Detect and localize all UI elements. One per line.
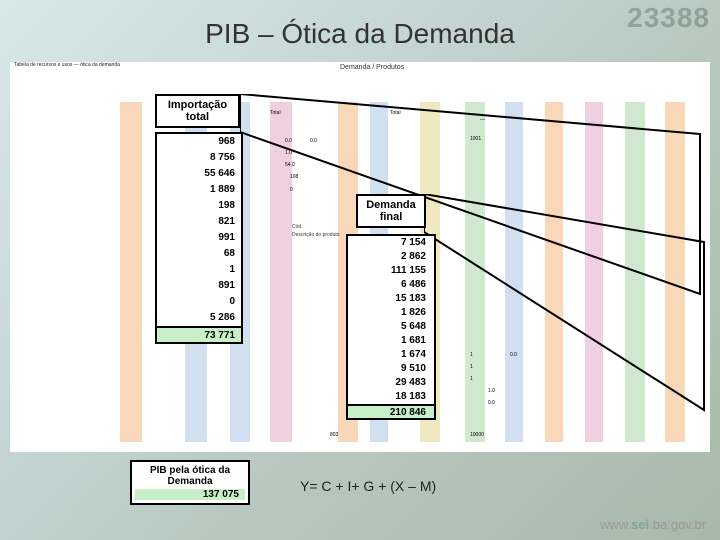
import-value: 198 — [157, 198, 241, 214]
import-callout-label: Importação total — [168, 99, 227, 123]
background-number: 23388 — [627, 2, 710, 34]
demand-value: 1 826 — [348, 306, 434, 320]
import-value: 891 — [157, 278, 241, 294]
demand-value: 1 681 — [348, 334, 434, 348]
import-value: 0 — [157, 294, 241, 310]
table-title-text: Tabela de recursos e usos — ótica da dem… — [14, 62, 120, 68]
pib-callout-label: PIB pela ótica da Demanda — [150, 465, 230, 487]
footer-url: www.sei.ba.gov.br — [600, 517, 706, 532]
col-peach-1 — [120, 102, 142, 442]
import-value: 1 889 — [157, 182, 241, 198]
demand-value: 7 154 — [348, 236, 434, 250]
import-value: 5 286 — [157, 310, 241, 326]
gdp-formula: Y= C + I+ G + (X – M) — [300, 478, 436, 494]
demand-value: 15 183 — [348, 292, 434, 306]
demand-value: 2 862 — [348, 250, 434, 264]
demand-value: 9 510 — [348, 362, 434, 376]
pib-value: 137 075 — [135, 489, 245, 500]
demand-value: 6 486 — [348, 278, 434, 292]
demand-callout-label: Demanda final — [366, 199, 416, 223]
pib-callout: PIB pela ótica da Demanda 137 075 — [130, 460, 250, 505]
footer-prefix: www. — [600, 517, 631, 532]
import-value: 821 — [157, 214, 241, 230]
import-value: 991 — [157, 230, 241, 246]
footer-suffix: .ba.gov.br — [649, 517, 706, 532]
demand-section-label: Demanda / Produtos — [340, 64, 404, 71]
trapezoid-demand — [424, 194, 712, 424]
table-header: Tabela de recursos e usos — ótica da dem… — [10, 62, 710, 92]
import-value: 8 756 — [157, 150, 241, 166]
demand-value: 111 155 — [348, 264, 434, 278]
demand-callout: Demanda final — [356, 194, 426, 228]
demand-value: 1 674 — [348, 348, 434, 362]
demand-value: 18 183 — [348, 390, 434, 404]
demand-values-column: 7 154 2 862 111 155 6 486 15 183 1 826 5… — [346, 234, 436, 420]
import-value: 68 — [157, 246, 241, 262]
import-value: 968 — [157, 134, 241, 150]
page-title: PIB – Ótica da Demanda — [0, 0, 720, 50]
import-value: 1 — [157, 262, 241, 278]
import-total: 73 771 — [157, 326, 241, 342]
demand-value: 29 483 — [348, 376, 434, 390]
import-values-column: 968 8 756 55 646 1 889 198 821 991 68 1 … — [155, 132, 243, 344]
import-value: 55 646 — [157, 166, 241, 182]
footer-bold: sei — [631, 517, 649, 532]
demand-value: 5 648 — [348, 320, 434, 334]
demand-total: 210 846 — [348, 404, 434, 418]
import-callout: Importação total — [155, 94, 240, 128]
